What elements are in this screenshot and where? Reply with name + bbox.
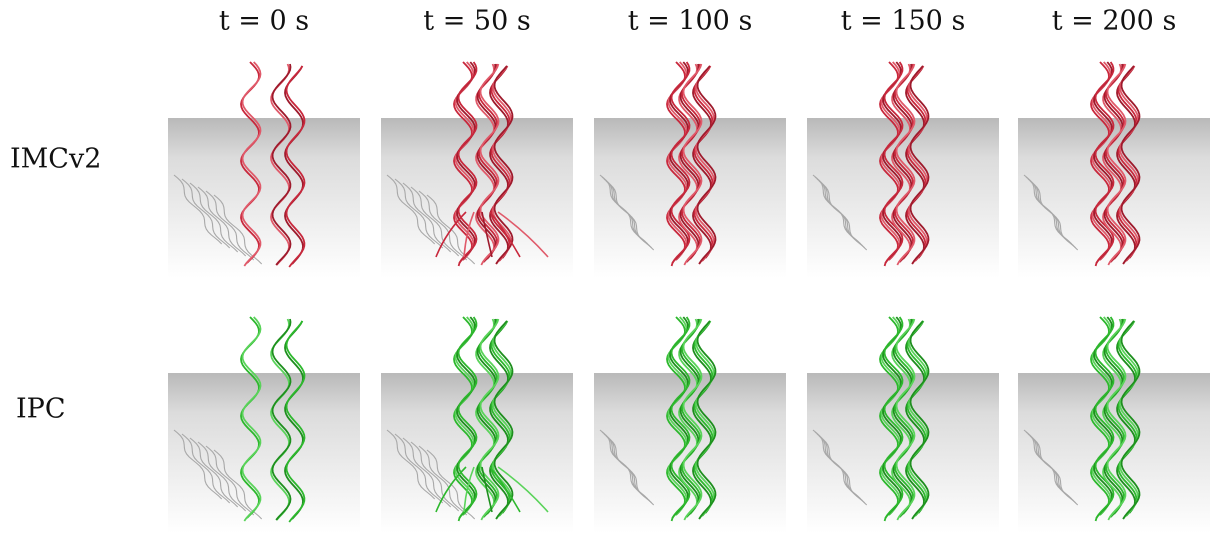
panel [1018,317,1210,533]
panel [168,317,360,533]
panel [807,317,999,533]
column-header: t = 200 s [1052,6,1177,37]
panel [168,62,360,278]
floor [168,373,360,533]
panel [381,62,573,278]
panel [381,317,573,533]
panel [594,62,786,278]
floor [168,118,360,278]
figure: t = 0 s t = 50 s t = 100 s t = 150 s t = 200… [0,0,1213,536]
column-header: t = 100 s [628,6,753,37]
panel [1018,62,1210,278]
panel [594,317,786,533]
column-header: t = 150 s [841,6,966,37]
floor [381,373,573,533]
row-label: IPC [16,394,66,425]
column-header: t = 50 s [423,6,530,37]
floor [381,118,573,278]
row-label: IMCv2 [10,144,101,175]
column-header: t = 0 s [219,6,309,37]
panel [807,62,999,278]
